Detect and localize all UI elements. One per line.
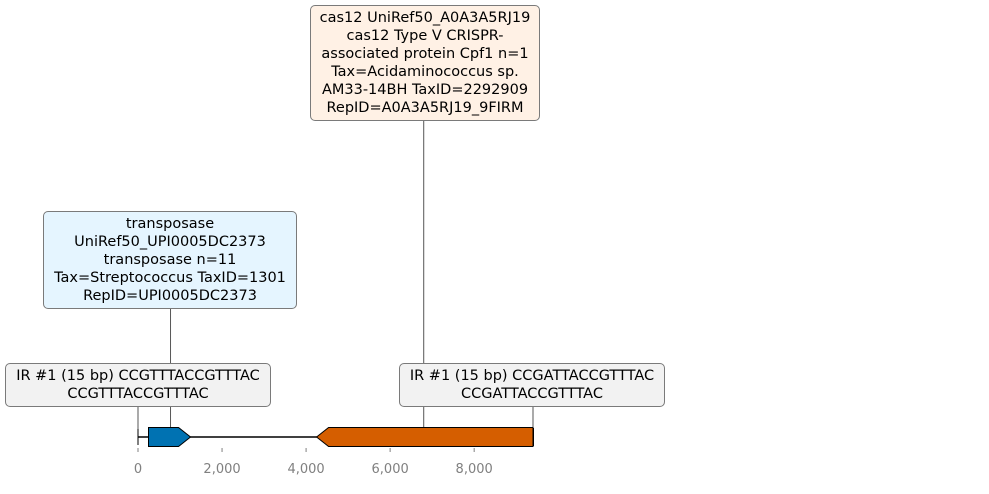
x-tick-label: 6,000 xyxy=(372,462,409,477)
label-line: Tax=Acidaminococcus sp. xyxy=(331,64,519,80)
label-line: transposase n=11 xyxy=(103,252,237,268)
x-tick-label: 8,000 xyxy=(456,462,493,477)
transposase-label: transposase UniRef50_UPI0005DC2373 trans… xyxy=(43,211,297,309)
label-line: CCGTTTACCGTTTAC xyxy=(67,386,209,402)
label-line: IR #1 (15 bp) CCGTTTACCGTTTAC xyxy=(16,368,260,384)
transposase-gene-arrow xyxy=(148,427,192,447)
cas12-label: cas12 UniRef50_A0A3A5RJ19 cas12 Type V C… xyxy=(310,5,540,121)
label-line: RepID=A0A3A5RJ19_9FIRM xyxy=(326,100,524,116)
label-line: associated protein Cpf1 n=1 xyxy=(321,46,529,62)
gene-features xyxy=(148,427,534,447)
label-line: IR #1 (15 bp) CCGATTACCGTTTAC xyxy=(409,368,655,384)
label-line: UniRef50_UPI0005DC2373 xyxy=(74,234,266,250)
x-tick-label: 2,000 xyxy=(203,462,240,477)
label-line: AM33-14BH TaxID=2292909 xyxy=(321,82,529,98)
label-line: transposase xyxy=(125,216,215,232)
label-line: cas12 Type V CRISPR- xyxy=(346,28,504,44)
label-line: CCGATTACCGTTTAC xyxy=(461,386,603,402)
x-tick-label: 4,000 xyxy=(287,462,324,477)
ir-right-label: IR #1 (15 bp) CCGATTACCGTTTAC CCGATTACCG… xyxy=(399,363,665,407)
label-line: RepID=UPI0005DC2373 xyxy=(83,288,257,304)
label-line: Tax=Streptococcus TaxID=1301 xyxy=(54,270,286,286)
x-tick-label: 0 xyxy=(134,462,142,477)
cas12-gene-arrow xyxy=(315,427,534,447)
ir-left-label: IR #1 (15 bp) CCGTTTACCGTTTAC CCGTTTACCG… xyxy=(5,363,271,407)
label-line: cas12 UniRef50_A0A3A5RJ19 xyxy=(319,10,531,26)
x-axis: 0 2,000 4,000 6,000 8,000 xyxy=(134,448,493,477)
